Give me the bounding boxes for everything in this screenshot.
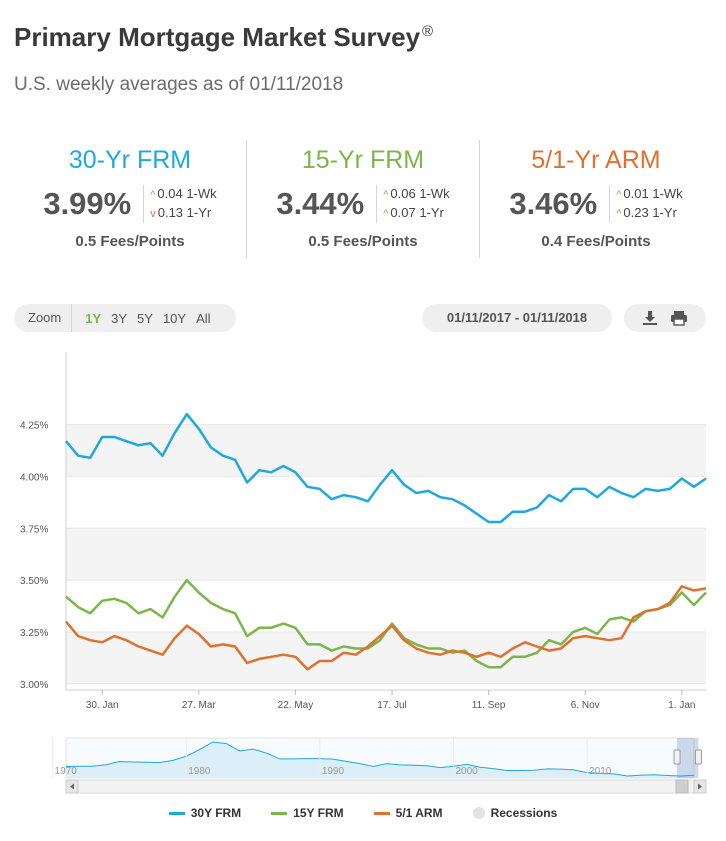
legend-label: 30Y FRM — [190, 806, 242, 820]
stat-name: 30-Yr FRM — [68, 146, 192, 174]
stat-fees: 0.4 Fees/Points — [541, 233, 651, 250]
zoom-selector: Zoom 1Y 3Y 5Y 10Y All — [14, 304, 236, 332]
zoom-all-button[interactable]: All — [196, 310, 211, 326]
navigator-handle — [673, 749, 681, 765]
navigator-line — [65, 741, 695, 777]
up-arrow-icon: ^ — [383, 189, 389, 201]
y-tick-label: 3.50% — [20, 576, 48, 587]
legend-label: Recessions — [490, 806, 558, 820]
grid-band — [66, 528, 706, 581]
up-arrow-icon: ^ — [383, 208, 389, 220]
y-tick-label: 4.00% — [20, 472, 48, 483]
navigator-tick-label: 1970 — [55, 766, 78, 777]
rate-summary: 30-Yr FRM 3.99% ^ 0.04 1-Wk v 0.13 1-Yr 0.… — [14, 140, 712, 258]
stat-fees: 0.5 Fees/Points — [75, 233, 185, 250]
navigator-fill — [66, 742, 694, 778]
legend-label: 5/1 ARM — [395, 806, 443, 820]
export-tools — [624, 304, 706, 332]
zoom-1y-button[interactable]: 1Y — [85, 310, 102, 326]
navigator-tick-label: 1990 — [322, 766, 345, 777]
legend-item-recessions[interactable]: Recessions — [472, 806, 558, 820]
stat-fees: 0.5 Fees/Points — [308, 233, 418, 250]
series-line-3 — [65, 585, 707, 671]
stat-30yr: 30-Yr FRM 3.99% ^ 0.04 1-Wk v 0.13 1-Yr 0.… — [14, 140, 246, 258]
stat-name: 5/1-Yr ARM — [531, 146, 661, 174]
legend-swatch — [271, 811, 288, 815]
down-arrow-icon: v — [150, 208, 156, 220]
x-tick-label: 22. May — [278, 700, 314, 711]
weekly-change: 0.04 1-Wk — [157, 186, 217, 201]
up-arrow-icon: ^ — [150, 189, 156, 201]
zoom-3y-button[interactable]: 3Y — [111, 310, 128, 326]
rates-chart: 3.00% 3.25% 3.50% 3.75% 4.00% 4.25% 30. Jan 27.… — [20, 352, 707, 794]
x-tick-label: 30. Jan — [86, 700, 119, 711]
yearly-change: 0.07 1-Yr — [390, 205, 444, 220]
navigator-tick-label: 2000 — [455, 766, 478, 777]
page-subtitle: U.S. weekly averages as of 01/11/2018 — [14, 74, 344, 95]
legend-item-30y[interactable]: 30Y FRM — [168, 806, 242, 820]
stat-changes: ^ 0.04 1-Wk v 0.13 1-Yr — [143, 185, 217, 223]
navigator-handle — [694, 749, 702, 765]
chart-legend: 30Y FRM 15Y FRM 5/1 ARM Recessions — [0, 806, 726, 820]
stat-name: 15-Yr FRM — [301, 146, 425, 174]
y-tick-label: 4.25% — [20, 421, 48, 432]
navigator-tick-label: 2010 — [589, 766, 612, 777]
stat-changes: ^ 0.01 1-Wk ^ 0.23 1-Yr — [609, 185, 683, 223]
legend-swatch — [373, 811, 390, 815]
legend-label: 15Y FRM — [293, 806, 344, 820]
legend-item-arm[interactable]: 5/1 ARM — [373, 806, 443, 820]
date-range-button[interactable]: 01/11/2017 - 01/11/2018 — [422, 304, 612, 332]
zoom-10y-button[interactable]: 10Y — [162, 310, 187, 326]
navigator-selection — [677, 738, 699, 778]
scrollbar-thumb — [675, 779, 689, 794]
yearly-change: 0.13 1-Yr — [157, 205, 212, 220]
stat-rate: 3.46% — [509, 186, 598, 221]
zoom-label: Zoom — [14, 304, 73, 332]
weekly-change: 0.06 1-Wk — [390, 186, 450, 201]
weekly-change: 0.01 1-Wk — [623, 186, 683, 201]
stat-changes: ^ 0.06 1-Wk ^ 0.07 1-Yr — [376, 185, 450, 223]
legend-item-15y[interactable]: 15Y FRM — [271, 806, 344, 820]
stat-15yr: 15-Yr FRM 3.44% ^ 0.06 1-Wk ^ 0.07 1-Yr 0.… — [246, 140, 479, 258]
navigator-tick-label: 1980 — [188, 766, 211, 777]
grid-band — [66, 424, 706, 477]
legend-swatch — [472, 807, 485, 819]
up-arrow-icon: ^ — [616, 208, 622, 220]
x-tick-label: 1. Jan — [668, 700, 695, 711]
legend-swatch — [168, 811, 185, 815]
y-tick-label: 3.25% — [20, 628, 48, 639]
x-tick-label: 17. Jul — [377, 700, 406, 711]
scrollbar-track — [65, 779, 695, 794]
x-tick-label: 27. Mar — [182, 700, 217, 711]
print-icon[interactable] — [670, 310, 688, 326]
stat-rate: 3.44% — [276, 186, 365, 221]
stat-arm: 5/1-Yr ARM 3.46% ^ 0.01 1-Wk ^ 0.23 1-Yr 0… — [479, 140, 712, 258]
yearly-change: 0.23 1-Yr — [623, 205, 677, 220]
y-tick-label: 3.75% — [20, 524, 48, 535]
scroll-right-icon — [698, 783, 702, 790]
registered-mark: ® — [422, 23, 434, 41]
x-tick-label: 11. Sep — [472, 700, 506, 711]
page-title: Primary Mortgage Market Survey ® — [14, 22, 434, 52]
y-tick-label: 3.00% — [20, 680, 48, 691]
stat-rate: 3.99% — [43, 186, 132, 221]
series-line-1 — [65, 412, 707, 524]
zoom-5y-button[interactable]: 5Y — [137, 310, 153, 326]
scroll-left-icon — [70, 783, 74, 790]
x-tick-label: 6. Nov — [571, 700, 600, 711]
download-icon[interactable] — [642, 310, 658, 326]
up-arrow-icon: ^ — [616, 189, 622, 201]
